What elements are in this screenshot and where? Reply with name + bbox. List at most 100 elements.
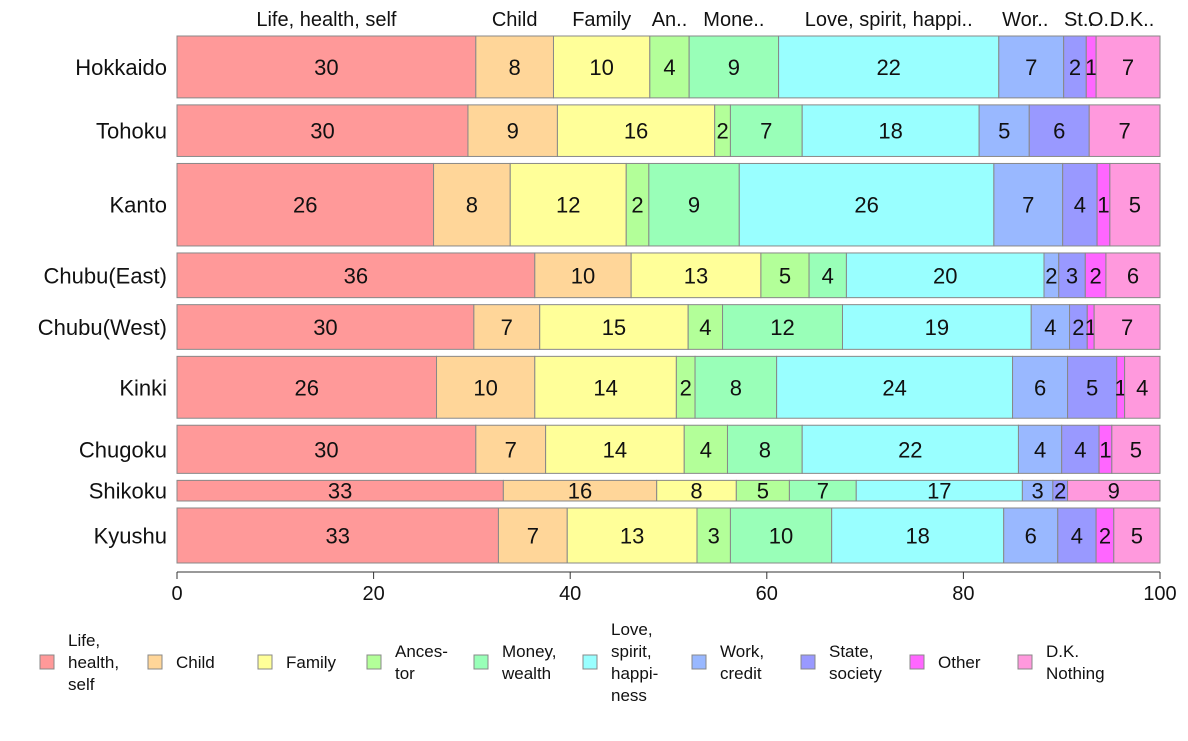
bar-segment xyxy=(993,162,1064,247)
column-header-label: St.. xyxy=(1064,9,1094,31)
data-label: 4 xyxy=(1044,315,1056,340)
bar-segment xyxy=(534,355,677,419)
bar-segment xyxy=(534,252,632,299)
x-tick-label: 0 xyxy=(171,583,182,605)
data-label: 26 xyxy=(854,193,878,218)
data-label: 5 xyxy=(779,263,791,288)
data-label: 7 xyxy=(760,119,772,144)
data-label: 4 xyxy=(700,437,712,462)
x-tick-label: 60 xyxy=(756,583,778,605)
column-header-label: Child xyxy=(492,9,538,31)
category-label: Chugoku xyxy=(79,437,167,462)
data-label: 7 xyxy=(1118,119,1130,144)
data-label: 22 xyxy=(876,55,900,80)
bar-segment xyxy=(801,104,980,157)
data-label: 8 xyxy=(466,193,478,218)
bar-segment xyxy=(1030,304,1071,350)
data-label: 16 xyxy=(568,479,592,504)
bar-segment xyxy=(683,424,728,474)
data-label: 22 xyxy=(898,437,922,462)
data-label: 5 xyxy=(1086,375,1098,400)
data-label: 18 xyxy=(905,523,929,548)
data-label: 30 xyxy=(314,437,338,462)
bar-segment xyxy=(1095,35,1161,99)
legend-swatch xyxy=(800,654,816,670)
data-label: 4 xyxy=(1136,375,1148,400)
bar-segment xyxy=(176,35,477,99)
data-label: 4 xyxy=(1074,193,1086,218)
data-label: 33 xyxy=(328,479,352,504)
bar-segment xyxy=(545,424,685,474)
data-label: 6 xyxy=(1053,119,1065,144)
data-label: 7 xyxy=(505,437,517,462)
data-label: 5 xyxy=(1131,523,1143,548)
bar-segment xyxy=(176,104,469,157)
legend-swatch xyxy=(582,654,598,670)
legend-label: health, xyxy=(68,653,119,672)
legend-label: Ances- xyxy=(395,642,448,661)
legend-swatch xyxy=(366,654,382,670)
bar-segment xyxy=(760,252,810,299)
column-header-label: D.K.. xyxy=(1110,9,1154,31)
legend-label: spirit, xyxy=(611,642,652,661)
column-header-label: Mone.. xyxy=(703,9,764,31)
data-label: 5 xyxy=(998,119,1010,144)
bar-segment xyxy=(1109,162,1161,247)
data-label: 16 xyxy=(624,119,648,144)
data-label: 30 xyxy=(313,315,337,340)
data-label: 2 xyxy=(1072,315,1084,340)
data-label: 2 xyxy=(1054,479,1066,504)
data-label: 5 xyxy=(757,479,769,504)
data-label: 19 xyxy=(925,315,949,340)
data-label: 8 xyxy=(690,479,702,504)
category-label: Chubu(East) xyxy=(43,263,167,288)
legend-label: ness xyxy=(611,686,647,705)
data-label: 2 xyxy=(1089,263,1101,288)
data-label: 4 xyxy=(663,55,675,80)
bar-segment xyxy=(845,252,1045,299)
data-label: 2 xyxy=(716,119,728,144)
legend-label: society xyxy=(829,664,882,683)
data-label: 6 xyxy=(1127,263,1139,288)
data-label: 18 xyxy=(878,119,902,144)
data-label: 5 xyxy=(1130,437,1142,462)
bar-segment xyxy=(176,424,477,474)
data-label: 4 xyxy=(822,263,834,288)
legend-label: Other xyxy=(938,653,981,672)
bar-segment xyxy=(1067,355,1118,419)
data-label: 8 xyxy=(509,55,521,80)
bar-segment xyxy=(497,507,568,564)
bar-segment xyxy=(648,162,740,247)
bar-segment xyxy=(566,507,698,564)
x-tick-label: 20 xyxy=(362,583,384,605)
data-label: 10 xyxy=(769,523,793,548)
bar-segment xyxy=(1088,104,1161,157)
data-label: 4 xyxy=(1034,437,1046,462)
bar-segment xyxy=(688,35,780,99)
bar-segment xyxy=(539,304,689,350)
data-label: 6 xyxy=(1025,523,1037,548)
bar-segment xyxy=(694,355,778,419)
data-label: 4 xyxy=(1074,437,1086,462)
data-label: 9 xyxy=(728,55,740,80)
data-label: 9 xyxy=(688,193,700,218)
data-label: 2 xyxy=(1069,55,1081,80)
bar-segment xyxy=(978,104,1030,157)
bar-segment xyxy=(1124,355,1161,419)
bar-segment xyxy=(831,507,1005,564)
data-label: 6 xyxy=(1034,375,1046,400)
legend-label: Money, xyxy=(502,642,557,661)
bar-segment xyxy=(1012,355,1069,419)
data-label: 13 xyxy=(684,263,708,288)
bar-segment xyxy=(436,355,536,419)
bar-segment xyxy=(1105,252,1161,299)
bar-segment xyxy=(729,104,803,157)
data-label: 3 xyxy=(1031,479,1043,504)
column-header-label: O.. xyxy=(1088,9,1115,31)
legend-label: credit xyxy=(720,664,762,683)
bar-segment xyxy=(726,424,803,474)
legend-label: Family xyxy=(286,653,337,672)
data-label: 2 xyxy=(1099,523,1111,548)
bar-segment xyxy=(475,424,547,474)
category-label: Kinki xyxy=(119,375,167,400)
